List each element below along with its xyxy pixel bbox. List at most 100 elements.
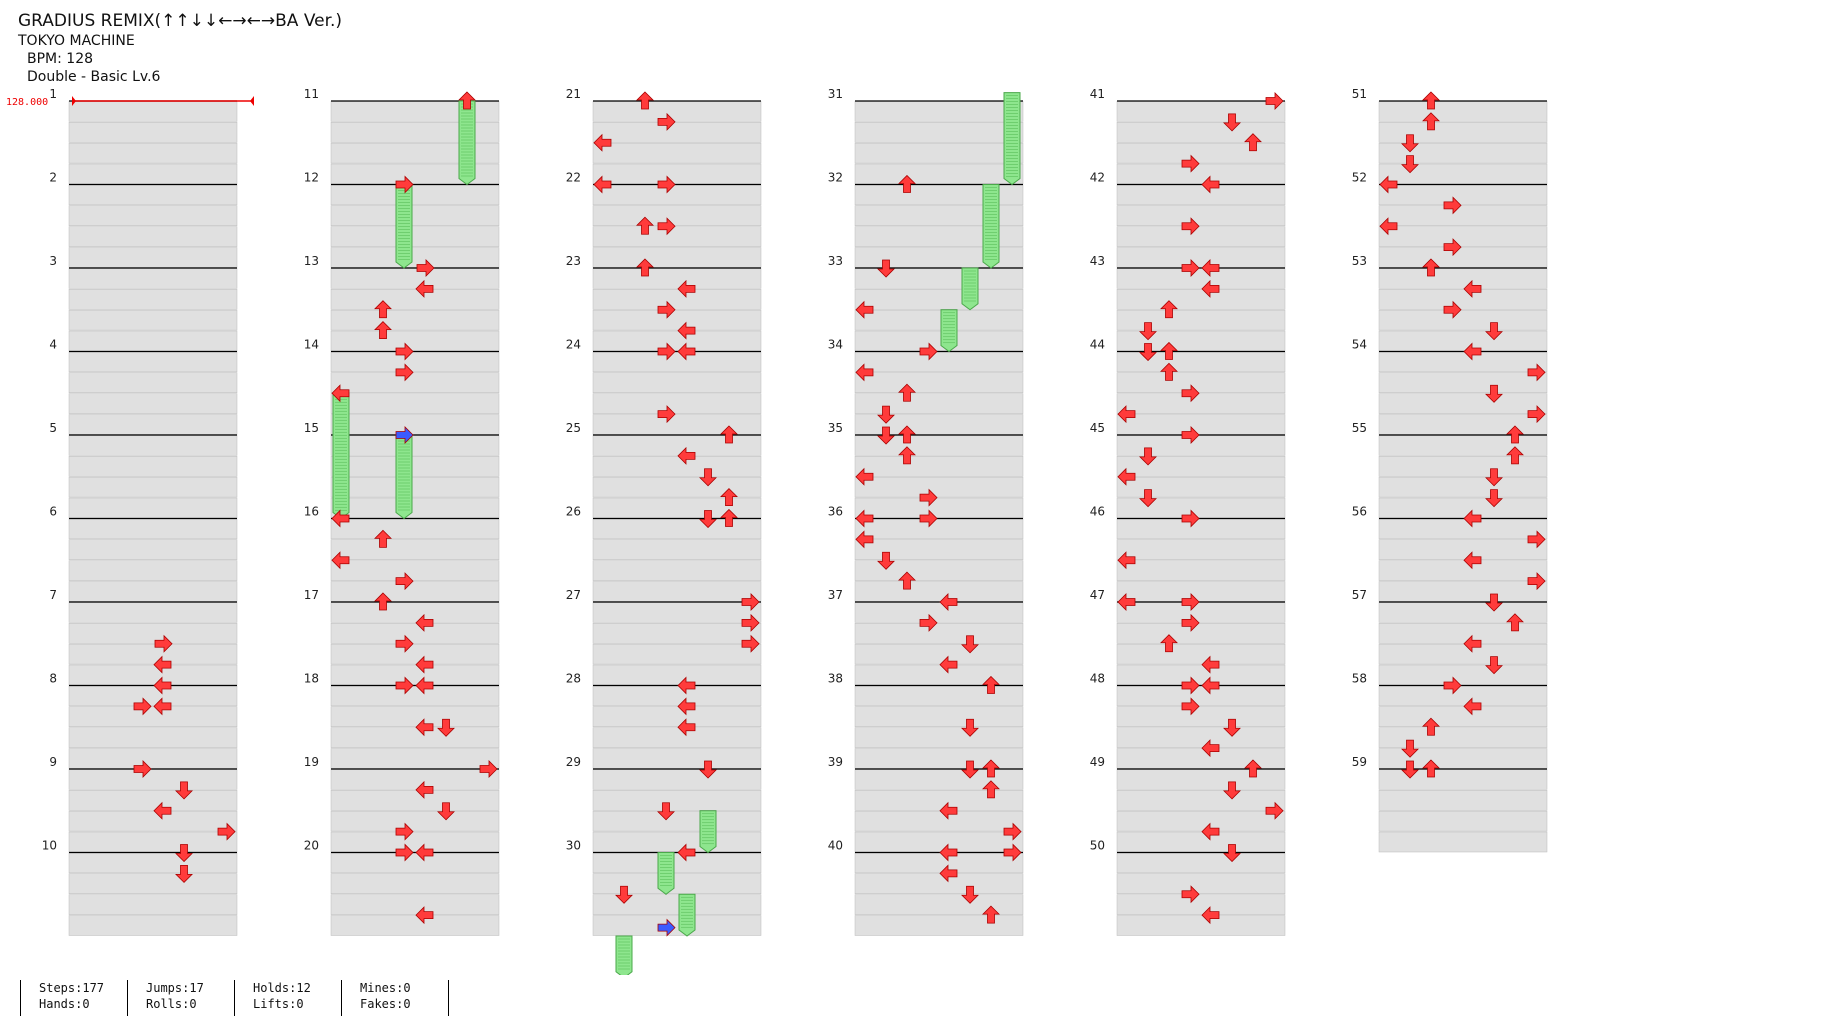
arrow-right-icon — [395, 175, 414, 194]
arrow-left-icon — [331, 384, 350, 403]
measure-number: 56 — [1352, 505, 1367, 519]
grid-band — [330, 643, 500, 665]
arrow-right-icon — [919, 613, 938, 632]
step-chart: 1234567891011121314151617181920212223242… — [42, 87, 1548, 975]
grid-band — [1116, 873, 1286, 894]
arrow-right-icon — [919, 488, 938, 507]
arrow-up-icon — [636, 258, 654, 277]
arrow-left-icon — [1117, 467, 1136, 486]
grid-band — [68, 247, 238, 268]
grid-band — [330, 831, 500, 853]
grid-band — [68, 518, 238, 540]
arrow-left-icon — [677, 446, 696, 465]
grid-band — [330, 205, 500, 226]
grid-band — [1116, 602, 1286, 623]
grid-band — [1116, 456, 1286, 477]
arrow-left-icon — [593, 175, 612, 194]
grid-band — [1116, 184, 1286, 206]
grid-band — [592, 560, 762, 581]
arrow-left-icon — [855, 300, 874, 319]
grid-band — [1116, 309, 1286, 331]
measure-number: 39 — [828, 755, 843, 769]
arrow-left-icon — [415, 906, 434, 925]
grid-band — [68, 268, 238, 289]
stat-col-4: Mines:0 Fakes:0 — [341, 980, 448, 1016]
arrow-left-icon — [415, 718, 434, 737]
arrow-right-icon — [1181, 613, 1200, 632]
measure-number: 44 — [1090, 338, 1105, 352]
arrow-down-icon — [961, 760, 979, 779]
arrow-left-icon — [677, 321, 696, 340]
grid-band — [68, 289, 238, 310]
arrow-down-icon — [1485, 322, 1503, 341]
arrow-left-icon — [153, 801, 172, 820]
grid-band — [68, 643, 238, 665]
arrow-left-icon — [1463, 509, 1482, 528]
grid-band — [68, 852, 238, 874]
grid-band — [1116, 539, 1286, 560]
grid-band — [592, 915, 762, 936]
arrow-left-icon — [855, 467, 874, 486]
measure-number: 48 — [1090, 672, 1105, 686]
arrow-right-icon — [1265, 92, 1284, 110]
grid-band — [330, 456, 500, 477]
grid-band — [854, 205, 1024, 226]
grid-band — [1116, 122, 1286, 143]
grid-band — [1116, 790, 1286, 811]
measure-number: 52 — [1352, 171, 1367, 185]
measure-number: 37 — [828, 588, 843, 602]
arrow-left-icon — [855, 530, 874, 549]
measure-number: 50 — [1090, 839, 1105, 853]
arrow-right-icon — [657, 300, 676, 319]
grid-band — [1116, 247, 1286, 268]
measure-number: 30 — [566, 839, 581, 853]
grid-band — [592, 643, 762, 665]
grid-band — [854, 894, 1024, 915]
measure-number: 41 — [1090, 87, 1105, 101]
arrow-down-icon — [437, 718, 455, 737]
grid-band — [1116, 393, 1286, 414]
arrow-up-icon — [982, 780, 1000, 799]
artist-name: TOKYO MACHINE — [18, 33, 135, 49]
arrow-right-icon — [395, 342, 414, 361]
grid-band — [1116, 101, 1286, 122]
mines-count: Mines:0 — [360, 981, 411, 995]
grid-band — [1116, 748, 1286, 769]
grid-band — [68, 122, 238, 143]
hold-note — [615, 935, 633, 975]
grid-band — [592, 727, 762, 748]
arrow-right-icon — [1181, 217, 1200, 236]
grid-band — [330, 122, 500, 143]
grid-band — [68, 142, 238, 164]
grid-band — [68, 163, 238, 185]
grid-band — [330, 602, 500, 623]
arrow-left-icon — [1117, 551, 1136, 570]
grid-band — [330, 685, 500, 707]
arrow-left-icon — [677, 279, 696, 298]
arrow-right-icon — [741, 613, 760, 632]
grid-band — [592, 664, 762, 686]
grid-band — [854, 748, 1024, 769]
arrow-right-icon — [1181, 509, 1200, 528]
grid-band — [1378, 706, 1548, 727]
arrow-down-icon — [961, 718, 979, 737]
grid-band — [1378, 685, 1548, 707]
grid-band — [330, 268, 500, 289]
arrow-right-icon — [133, 760, 152, 778]
grid-band — [68, 351, 238, 373]
arrow-up-icon — [720, 488, 738, 507]
grid-band — [1116, 581, 1286, 602]
grid-band — [68, 581, 238, 602]
arrow-down-icon — [1485, 593, 1503, 612]
grid-band — [330, 393, 500, 414]
measure-number: 26 — [566, 505, 581, 519]
arrow-left-icon — [1463, 279, 1482, 298]
grid-band — [854, 706, 1024, 727]
grid-band — [592, 810, 762, 832]
grid-band — [330, 748, 500, 769]
grid-band — [1116, 643, 1286, 665]
grid-band — [592, 184, 762, 206]
grid-band — [330, 727, 500, 748]
grid-band — [1378, 309, 1548, 331]
grid-band — [68, 748, 238, 769]
